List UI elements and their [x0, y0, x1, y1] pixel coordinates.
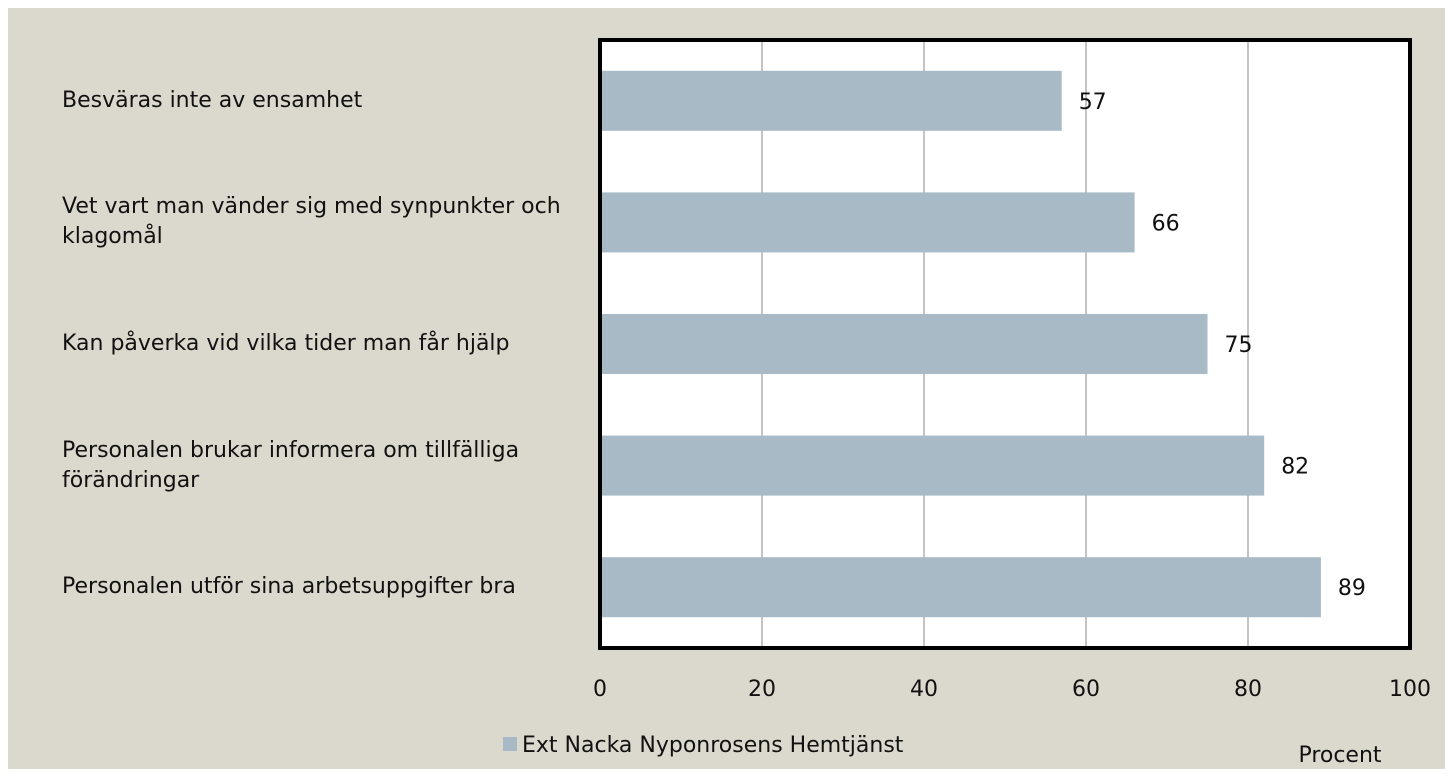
- x-tick-label: 40: [910, 677, 938, 702]
- y-tick-label: Personalen utför sina arbetsuppgifter br…: [62, 574, 516, 600]
- y-tick-label: Personalen brukar informera om tillfälli…: [62, 437, 520, 493]
- bar: [600, 192, 1135, 253]
- legend-swatch: [503, 737, 517, 751]
- y-tick-label: Kan påverka vid vilka tider man får hjäl…: [62, 331, 510, 356]
- bar: [600, 435, 1265, 496]
- data-label: 82: [1281, 455, 1309, 480]
- bar: [600, 557, 1321, 618]
- plot-border: [598, 38, 1412, 650]
- x-axis-label: Procent: [1298, 743, 1381, 768]
- x-tick-label: 60: [1072, 677, 1100, 702]
- y-tick-label: Besväras inte av ensamhet: [62, 87, 363, 113]
- legend-label: Ext Nacka Nyponrosens Hemtjänst: [522, 733, 904, 758]
- data-label: 66: [1152, 211, 1180, 236]
- y-tick-label: Vet vart man vänder sig med synpunkter o…: [62, 194, 561, 250]
- bar: [600, 70, 1062, 131]
- data-label: 57: [1079, 90, 1107, 115]
- x-tick-label: 100: [1389, 677, 1431, 702]
- bar: [600, 314, 1208, 374]
- x-tick-label: 20: [748, 677, 776, 702]
- data-label: 89: [1338, 576, 1366, 601]
- x-tick-label: 80: [1234, 677, 1262, 702]
- data-label: 75: [1225, 333, 1253, 358]
- x-tick-label: 0: [593, 677, 607, 702]
